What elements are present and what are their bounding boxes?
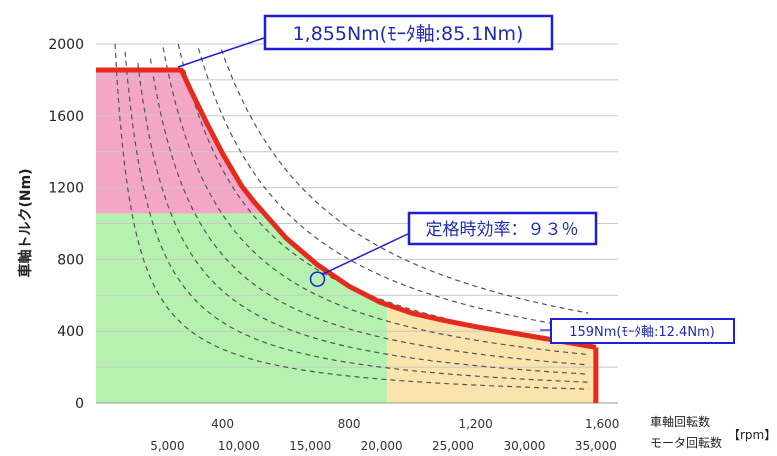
torque-curve-group <box>96 67 599 403</box>
region-yellow <box>387 304 596 403</box>
efficiency-contour <box>114 43 589 390</box>
callout-box-max <box>263 14 554 51</box>
x-tick-label: 400 <box>211 417 234 431</box>
x2-tick-label: 35,000 <box>575 439 617 453</box>
efficiency-contour <box>124 51 589 383</box>
x2-tick-label: 20,000 <box>361 439 403 453</box>
efficiency-contour <box>149 58 589 366</box>
efficiency-contour <box>137 62 589 375</box>
x2-tick-label: 10,000 <box>218 439 260 453</box>
axes: 0 400 800 1200 1600 2000 400 800 1,200 1,600 5,000… <box>17 37 776 453</box>
x-axis-title: 車軸回転数 <box>650 414 710 429</box>
callout-box-min <box>550 318 735 344</box>
torque-curve-dash <box>96 69 596 348</box>
x-tick-label: 800 <box>338 417 361 431</box>
x-axis-unit: 【rpm】 <box>728 428 776 442</box>
x2-tick-label: 15,000 <box>289 439 331 453</box>
region-green <box>96 213 388 403</box>
x2-axis-title: モータ回転数 <box>650 435 722 450</box>
y-tick-label: 800 <box>57 252 84 268</box>
rated-point-marker <box>309 271 326 287</box>
efficiency-contour <box>220 49 589 314</box>
y-tick-label: 1200 <box>48 181 84 197</box>
x2-tick-label: 30,000 <box>503 439 545 453</box>
leader-line-max <box>177 37 265 68</box>
region-pink <box>96 70 265 214</box>
x-tick-label: 1,600 <box>585 417 619 431</box>
callout-box-eff <box>407 211 598 246</box>
y-axis-title: 車軸トルク(Nm) <box>17 168 34 277</box>
leader-line-eff <box>322 232 411 275</box>
annotations: 1,855Nm(ﾓｰﾀ軸:85.1Nm) 定格時効率：９３％ 159Nm(ﾓｰﾀ軸:… <box>177 14 735 344</box>
y-tick-label: 400 <box>57 324 84 340</box>
y-tick-label: 0 <box>75 396 84 412</box>
y-tick-label: 2000 <box>48 37 84 53</box>
efficiency-contour <box>197 48 589 330</box>
x2-tick-label: 5,000 <box>150 439 184 453</box>
callout-text-eff: 定格時効率：９３％ <box>426 220 579 240</box>
y-tick-label: 1600 <box>48 109 84 125</box>
x2-tick-label: 25,000 <box>432 439 474 453</box>
x-tick-label: 1,200 <box>458 417 492 431</box>
callout-text-min: 159Nm(ﾓｰﾀ軸:12.4Nm) <box>569 325 715 340</box>
callout-text-max: 1,855Nm(ﾓｰﾀ軸:85.1Nm) <box>293 23 524 45</box>
